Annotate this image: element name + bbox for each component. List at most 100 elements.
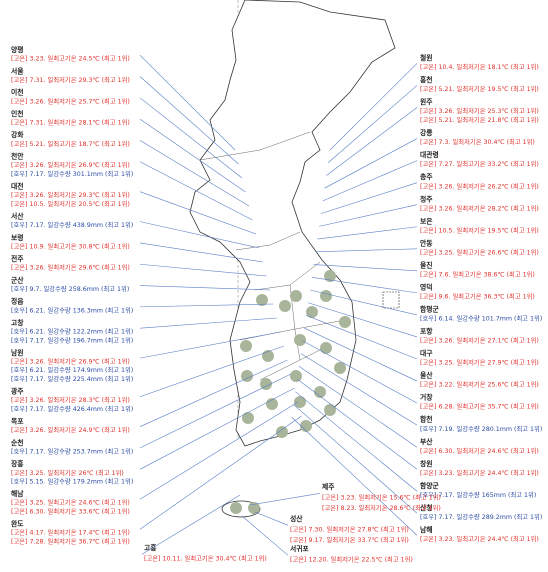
- record: [고온] 3.26. 일최저기온 25.7℃ (최고 1위): [11, 96, 130, 105]
- record: [호우] 7.17. 일강수량 253.7mm (최고 1위): [11, 446, 133, 455]
- record: [고온] 3.25. 일최저기온 26℃ (최고 1위): [11, 468, 124, 477]
- station-name: 보은: [420, 216, 433, 225]
- record: [고온] 6.28. 일최고기온 35.7℃ (최고 1위): [420, 402, 539, 411]
- leader-line: [139, 317, 278, 329]
- record: [고온] 3.26. 일최저기온 28.3℃ (최고 1위): [11, 395, 130, 404]
- leader-line: [315, 248, 418, 253]
- station-name: 이천: [11, 88, 24, 97]
- leader-line: [319, 204, 418, 227]
- record: [호우] 7.17. 일강수량 426.4mm (최고 1위): [11, 404, 133, 413]
- leader-line: [304, 327, 418, 382]
- station-name: 청주: [420, 194, 433, 203]
- station-name: 원주: [420, 97, 433, 106]
- station-name: 창원: [420, 459, 433, 468]
- leader-line: [291, 417, 418, 536]
- record: [고온] 10.4. 일최저기온 18.1℃ (최고 1위): [420, 62, 539, 71]
- record: [고온] 7.31. 일최저기온 28.1℃ (최고 1위): [11, 118, 130, 127]
- station-name: 홍천: [420, 75, 433, 84]
- station-name: 강릉: [420, 128, 433, 137]
- record: [고온] 3.26. 일최저기온 27.1℃ (최고 1위): [420, 336, 539, 345]
- record: [고온] 12.20. 일최저기온 22.5℃ (최고 1위): [290, 555, 413, 564]
- station-name: 충주: [420, 172, 433, 181]
- record: [고온] 3.25. 일최고기온 24.6℃ (최고 1위): [11, 498, 130, 507]
- leader-line: [311, 276, 418, 294]
- station-name: 고창: [11, 318, 24, 327]
- record: [고온] 3.26. 일최저기온 26.2℃ (최고 1위): [420, 181, 539, 190]
- record: [고온] 7.6. 일최고기온 38.6℃ (최고 1위): [420, 269, 535, 278]
- station-name: 양평: [11, 45, 24, 54]
- station-name: 함평군: [420, 305, 440, 314]
- leader-line: [139, 285, 271, 291]
- leader-line: [298, 366, 418, 448]
- record: [고온] 5.21. 일최고기온 18.7℃ (최고 1위): [11, 139, 130, 148]
- leader-line: [254, 511, 289, 526]
- record: [고온] 7.28. 일최저기온 36.7℃ (최고 1위): [11, 536, 130, 545]
- station-name: 천안: [11, 152, 24, 161]
- station-name: 서산: [11, 211, 24, 220]
- record: [고온] 10.9. 일최고기온 30.8℃ (최고 1위): [11, 241, 130, 250]
- leader-line: [139, 303, 274, 308]
- station-name: 울진: [420, 260, 433, 269]
- leader-line: [139, 373, 292, 449]
- leader-line: [139, 191, 257, 235]
- leader-line: [139, 221, 260, 249]
- leader-line: [326, 107, 418, 176]
- record: [호우] 5.15. 일강수량 179.2mm (최고 1위): [11, 476, 133, 485]
- record: [호우] 6.21. 일강수량 174.9mm (최고 1위): [11, 365, 133, 374]
- record: [고온] 10.5. 일최저기온 20.5℃ (최고 1위): [11, 199, 130, 208]
- station-name: 장흥: [11, 459, 24, 468]
- leader-line: [139, 161, 253, 221]
- record: [고온] 10.11. 일최고기온 30.4℃ (최고 1위): [144, 554, 267, 563]
- record: [고온] 3.25. 일최저기온 27.9℃ (최고 1위): [420, 358, 539, 367]
- record: [고온] 3.26. 일최저기온 24.9℃ (최고 1위): [11, 425, 130, 434]
- leader-line: [139, 345, 285, 398]
- station-name: 산청: [420, 503, 433, 512]
- leader-line: [139, 118, 246, 193]
- station-name: 부산: [420, 437, 433, 446]
- leader-line: [329, 63, 418, 151]
- province-borders: [199, 131, 346, 381]
- station-name: 보령: [11, 233, 24, 242]
- record: [호우] 9.7. 일강수량 258.6mm (최고 1위): [11, 284, 129, 293]
- record: [호우] 7.17. 일강수량 225.4mm (최고 1위): [11, 374, 133, 383]
- record: [고온] 5.21. 일최저기온 21.8℃ (최고 1위): [420, 115, 539, 124]
- station-name: 안동: [420, 238, 433, 247]
- labels: 양평[고온] 3.23. 일최고기온 24.5℃ (최고 1위)서울[고온] 7…: [11, 45, 542, 564]
- station-name: 정읍: [11, 297, 24, 306]
- leader-line: [322, 160, 418, 202]
- record: [고온] 10.5. 일최저기온 19.5℃ (최고 1위): [420, 225, 539, 234]
- record: [고온] 3.25. 일최고기온 26.6℃ (최고 1위): [420, 247, 539, 256]
- record: [고온] 5.21. 일최저기온 19.5℃ (최고 1위): [420, 84, 539, 93]
- leader-line: [139, 359, 288, 427]
- leader-line: [308, 302, 418, 338]
- station-name: 포항: [420, 327, 433, 336]
- leader-line: [139, 401, 299, 500]
- leader-line: [139, 54, 236, 151]
- record: [고온] 7.27. 일최고기온 33.2℃ (최고 1위): [420, 159, 539, 168]
- record: [고온] 3.26. 일최저기온 25.3℃ (최고 1위): [420, 106, 539, 115]
- leader-line: [139, 140, 250, 207]
- station-name: 철원: [420, 53, 433, 62]
- inset-box: [382, 291, 400, 309]
- leader-line: [302, 340, 418, 404]
- leader-line: [320, 182, 418, 214]
- station-name: 대구: [420, 349, 433, 358]
- station-name: 순천: [11, 438, 24, 447]
- station-name: 남해: [420, 525, 433, 534]
- record: [고온] 4.17. 일최저기온 17.4℃ (최고 1위): [11, 528, 130, 537]
- station-name: 광주: [11, 387, 24, 396]
- station-name: 서귀포: [290, 544, 310, 553]
- record: [호우] 7.17. 일강수량 301.1mm (최고 1위): [11, 169, 133, 178]
- leader-line: [141, 494, 241, 555]
- record: [호우] 6.21. 일강수량 136.3mm (최고 1위): [11, 305, 133, 314]
- leader-line: [139, 263, 267, 277]
- station-name: 함양군: [420, 481, 440, 490]
- leader-line: [249, 493, 321, 506]
- record: [고온] 3.26. 일최저기온 28.2℃ (최고 1위): [420, 203, 539, 212]
- leader-line: [139, 97, 243, 179]
- leader-line: [317, 226, 418, 240]
- record: [고온] 3.26. 일최저기온 26.9℃ (최고 1위): [11, 160, 130, 169]
- record: [고온] 3.23. 일최고기온 24.4℃ (최고 1위): [420, 468, 539, 477]
- leader-line: [139, 331, 281, 359]
- leader-line: [324, 138, 418, 189]
